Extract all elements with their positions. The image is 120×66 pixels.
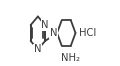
Text: N: N <box>50 28 57 38</box>
Text: N: N <box>41 20 49 30</box>
Text: HCl: HCl <box>79 28 97 38</box>
Text: NH₂: NH₂ <box>61 53 80 63</box>
Text: N: N <box>34 44 42 55</box>
